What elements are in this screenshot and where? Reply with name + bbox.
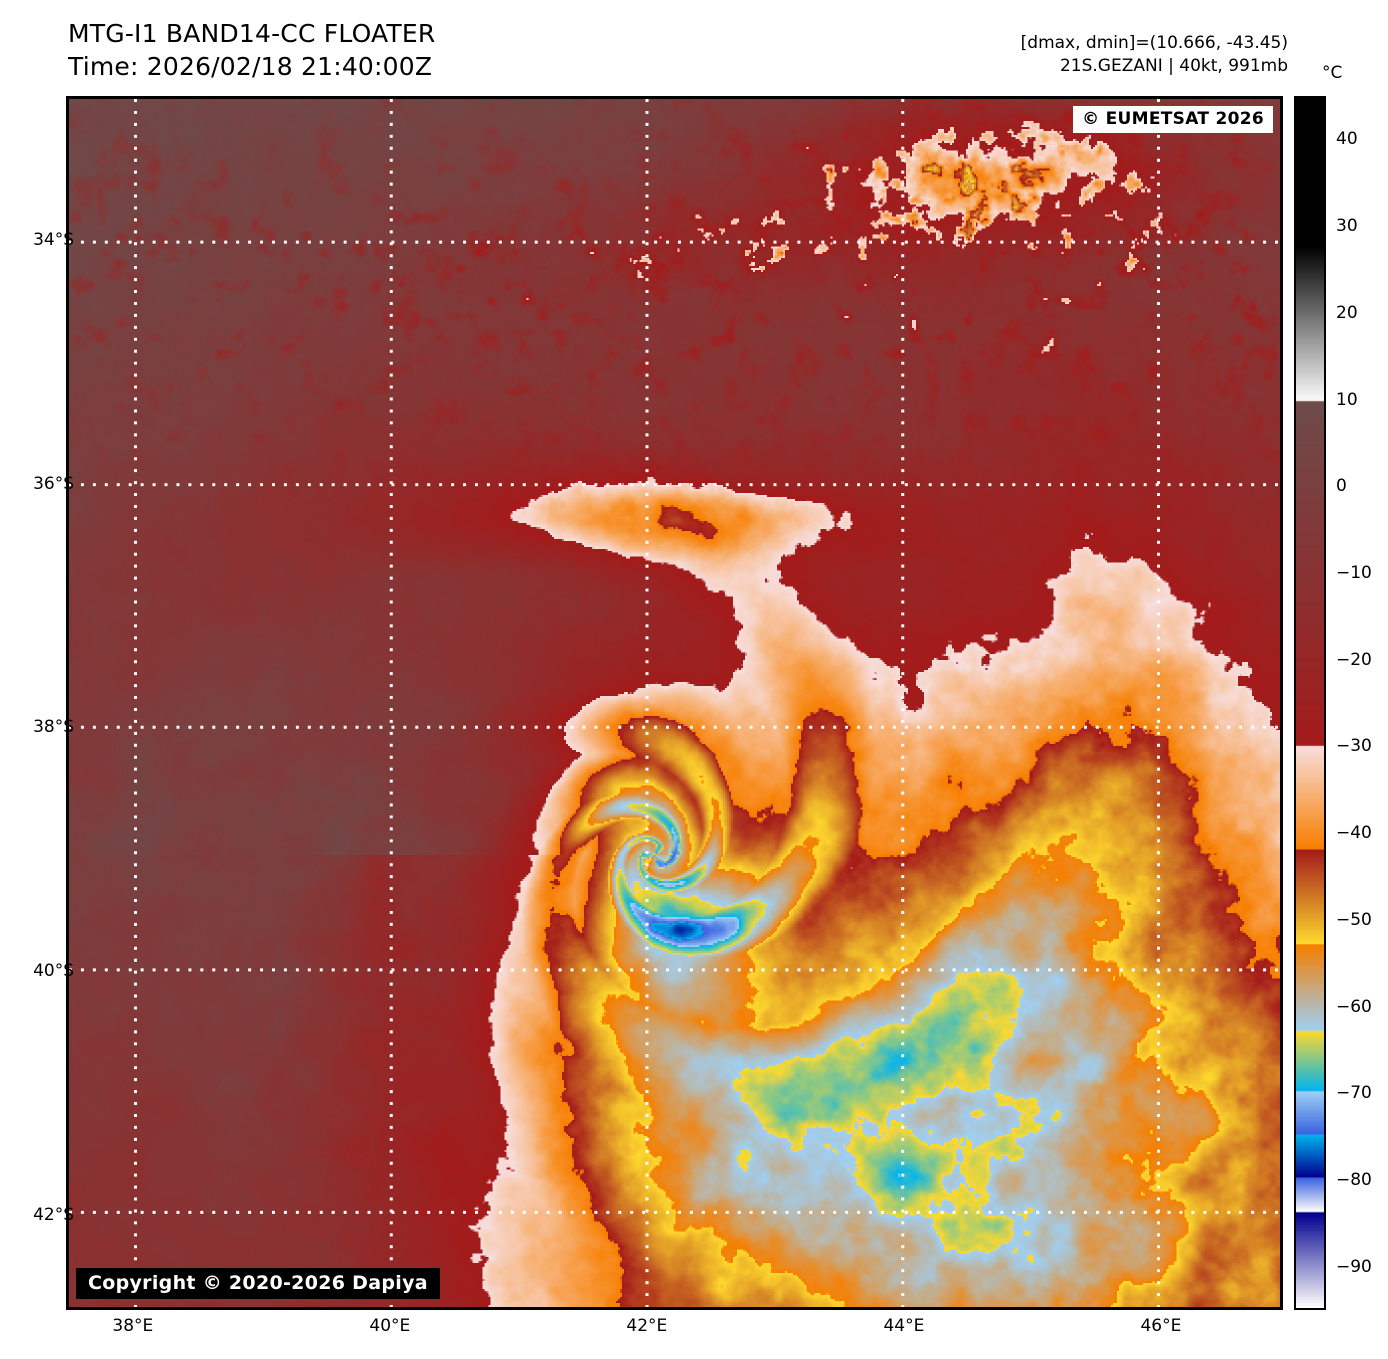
x-axis-tick-2: 42°E	[626, 1316, 668, 1336]
colorbar-tick-3: 10	[1336, 389, 1358, 410]
timestamp-line: Time: 2026/02/18 21:40:00Z	[68, 51, 433, 81]
colorbar-tick-7: −30	[1336, 736, 1372, 757]
colorbar-tick-9: −50	[1336, 909, 1372, 930]
colorbar-tick-13: −90	[1336, 1256, 1372, 1277]
header-meta-block: [dmax, dmin]=(10.666, -43.45) 21S.GEZANI…	[1021, 32, 1288, 78]
eumetsat-credit-badge: © EUMETSAT 2026	[1073, 106, 1273, 133]
copyright-badge: Copyright © 2020-2026 Dapiya	[76, 1268, 440, 1299]
y-axis-tick-0: 34°S	[33, 229, 74, 250]
colorbar-tick-12: −80	[1336, 1169, 1372, 1190]
satellite-image-plot[interactable]: © EUMETSAT 2026 Copyright © 2020-2026 Da…	[66, 96, 1283, 1310]
colorbar-tick-1: 30	[1336, 216, 1358, 237]
temperature-colorbar[interactable]	[1294, 96, 1326, 1310]
y-axis-tick-4: 42°S	[33, 1204, 74, 1225]
page-title: MTG-I1 BAND14-CC FLOATER	[68, 19, 436, 48]
y-axis-tick-1: 36°S	[33, 473, 74, 494]
x-axis-tick-3: 44°E	[883, 1316, 925, 1336]
satellite-ir-raster	[69, 99, 1280, 1307]
x-axis-tick-1: 40°E	[369, 1316, 411, 1336]
colorbar-tick-10: −60	[1336, 996, 1372, 1017]
y-axis-tick-3: 40°S	[33, 961, 74, 982]
dmax-dmin-label: [dmax, dmin]=(10.666, -43.45)	[1020, 33, 1288, 53]
header-title-block: MTG-I1 BAND14-CC FLOATER Time: 2026/02/1…	[68, 18, 435, 83]
colorbar-tick-0: 40	[1336, 129, 1358, 150]
colorbar-tick-5: −10	[1336, 562, 1372, 583]
colorbar-unit-label: °C	[1322, 63, 1343, 83]
colorbar-tick-6: −20	[1336, 649, 1372, 670]
colorbar-tick-4: 0	[1336, 476, 1347, 497]
colorbar-tick-8: −40	[1336, 823, 1372, 844]
colorbar-tick-11: −70	[1336, 1083, 1372, 1104]
colorbar-tick-2: 20	[1336, 302, 1358, 323]
x-axis-tick-0: 38°E	[112, 1316, 154, 1336]
x-axis-tick-4: 46°E	[1140, 1316, 1182, 1336]
storm-info-label: 21S.GEZANI | 40kt, 991mb	[1059, 55, 1288, 76]
y-axis-tick-2: 38°S	[33, 717, 74, 738]
